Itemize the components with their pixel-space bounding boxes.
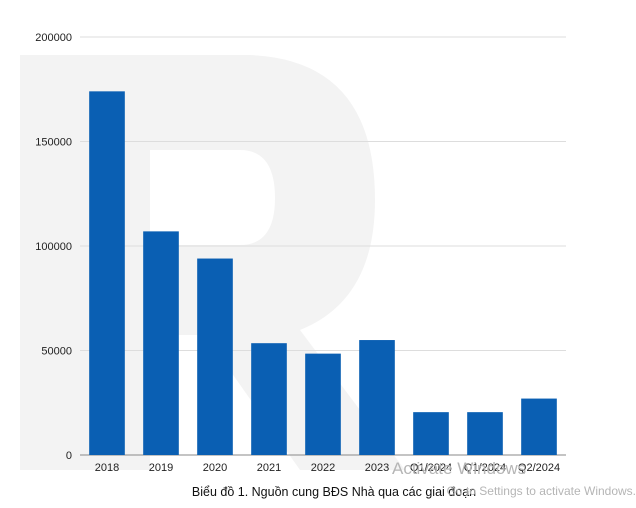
bar-2023-5 (359, 340, 395, 455)
x-tick-label: 2020 (203, 462, 227, 474)
y-tick-label: 150000 (35, 137, 72, 149)
x-tick-label: 2018 (95, 462, 119, 474)
bar-2019-1 (143, 231, 179, 455)
activate-windows-title: Activate Windows (392, 459, 526, 478)
x-axis-ticks: 2018 2019 2020 2021 2022 2023 Q1/2024 Q1/2024 Q2… (95, 462, 560, 474)
bar-q1-2024-7 (467, 412, 503, 455)
x-tick-label: 2021 (257, 462, 281, 474)
x-tick-label: 2019 (149, 462, 173, 474)
activate-windows-subtitle: Go to Settings to activate Windows. (447, 484, 636, 498)
y-axis-ticks: 0 50000 100000 150000 200000 (35, 32, 72, 462)
y-tick-label: 100000 (35, 241, 72, 253)
y-tick-label: 0 (66, 450, 72, 462)
x-tick-label: Q1/2024 (464, 462, 506, 474)
x-tick-label: 2022 (311, 462, 335, 474)
bars (89, 91, 557, 455)
bar-q1-2024-6 (413, 412, 449, 455)
x-tick-label: Q1/2024 (410, 462, 452, 474)
y-tick-label: 200000 (35, 32, 72, 44)
bar-2020-2 (197, 258, 233, 455)
x-tick-label: Q2/2024 (518, 462, 560, 474)
x-tick-label: 2023 (365, 462, 389, 474)
y-tick-label: 50000 (41, 346, 72, 358)
bar-2022-4 (305, 353, 341, 455)
chart-title: Biểu đồ 1. Nguồn cung BĐS Nhà qua các gi… (192, 485, 476, 499)
bar-2018-0 (89, 91, 125, 455)
bar-q2-2024-8 (521, 398, 557, 455)
bar-2021-3 (251, 343, 287, 455)
